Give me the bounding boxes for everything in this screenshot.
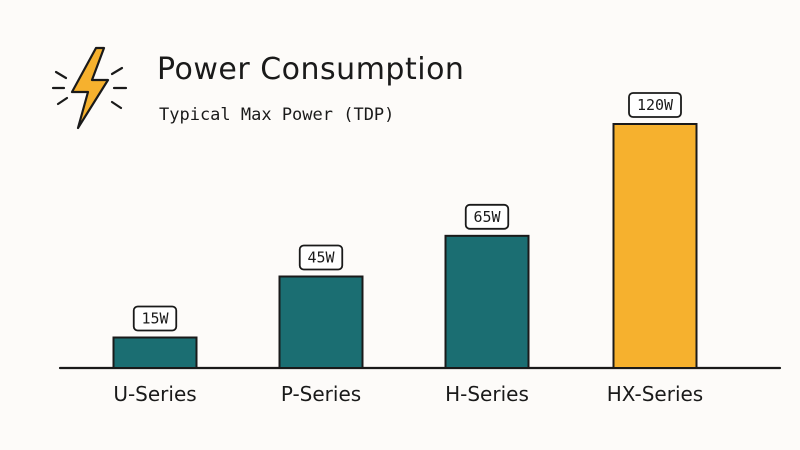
data-label: 15W	[141, 310, 169, 328]
bar-p-series	[278, 275, 364, 369]
x-tick-label: H-Series	[445, 382, 529, 406]
value-label-box	[298, 244, 344, 271]
lightning-bolt-icon	[51, 46, 128, 130]
value-label-box	[628, 92, 682, 118]
data-label: 65W	[473, 208, 501, 226]
x-tick-label: U-Series	[113, 382, 196, 406]
x-tick-label: HX-Series	[607, 382, 703, 406]
chart-subtitle: Typical Max Power (TDP)	[159, 105, 395, 125]
bar-hx-series	[612, 123, 698, 369]
data-label: 45W	[307, 249, 335, 267]
chart-title: Power Consumption	[157, 52, 465, 87]
value-label-box	[464, 203, 510, 230]
bar-u-series	[112, 336, 198, 369]
data-label: 120W	[637, 96, 674, 114]
bar-h-series	[444, 234, 530, 369]
x-tick-label: P-Series	[281, 382, 361, 406]
value-label-box	[132, 305, 178, 332]
